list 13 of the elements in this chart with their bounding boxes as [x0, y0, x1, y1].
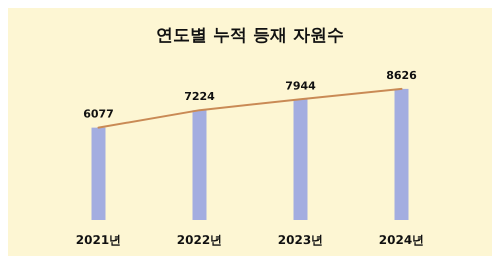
x-tick-label: 2023년	[278, 233, 324, 247]
x-tick-label: 2022년	[176, 233, 222, 247]
data-label: 7224	[184, 90, 216, 104]
x-tick-label: 2024년	[378, 233, 424, 247]
bar	[192, 110, 206, 220]
x-tick-label: 2021년	[76, 233, 122, 247]
bar	[92, 128, 106, 220]
bar	[294, 99, 308, 220]
data-label: 7944	[285, 79, 316, 92]
data-label: 6077	[83, 108, 114, 121]
chart-title: 연도별 누적 등재 자원수	[156, 26, 344, 46]
data-label: 8626	[386, 68, 418, 82]
bar	[394, 88, 408, 220]
